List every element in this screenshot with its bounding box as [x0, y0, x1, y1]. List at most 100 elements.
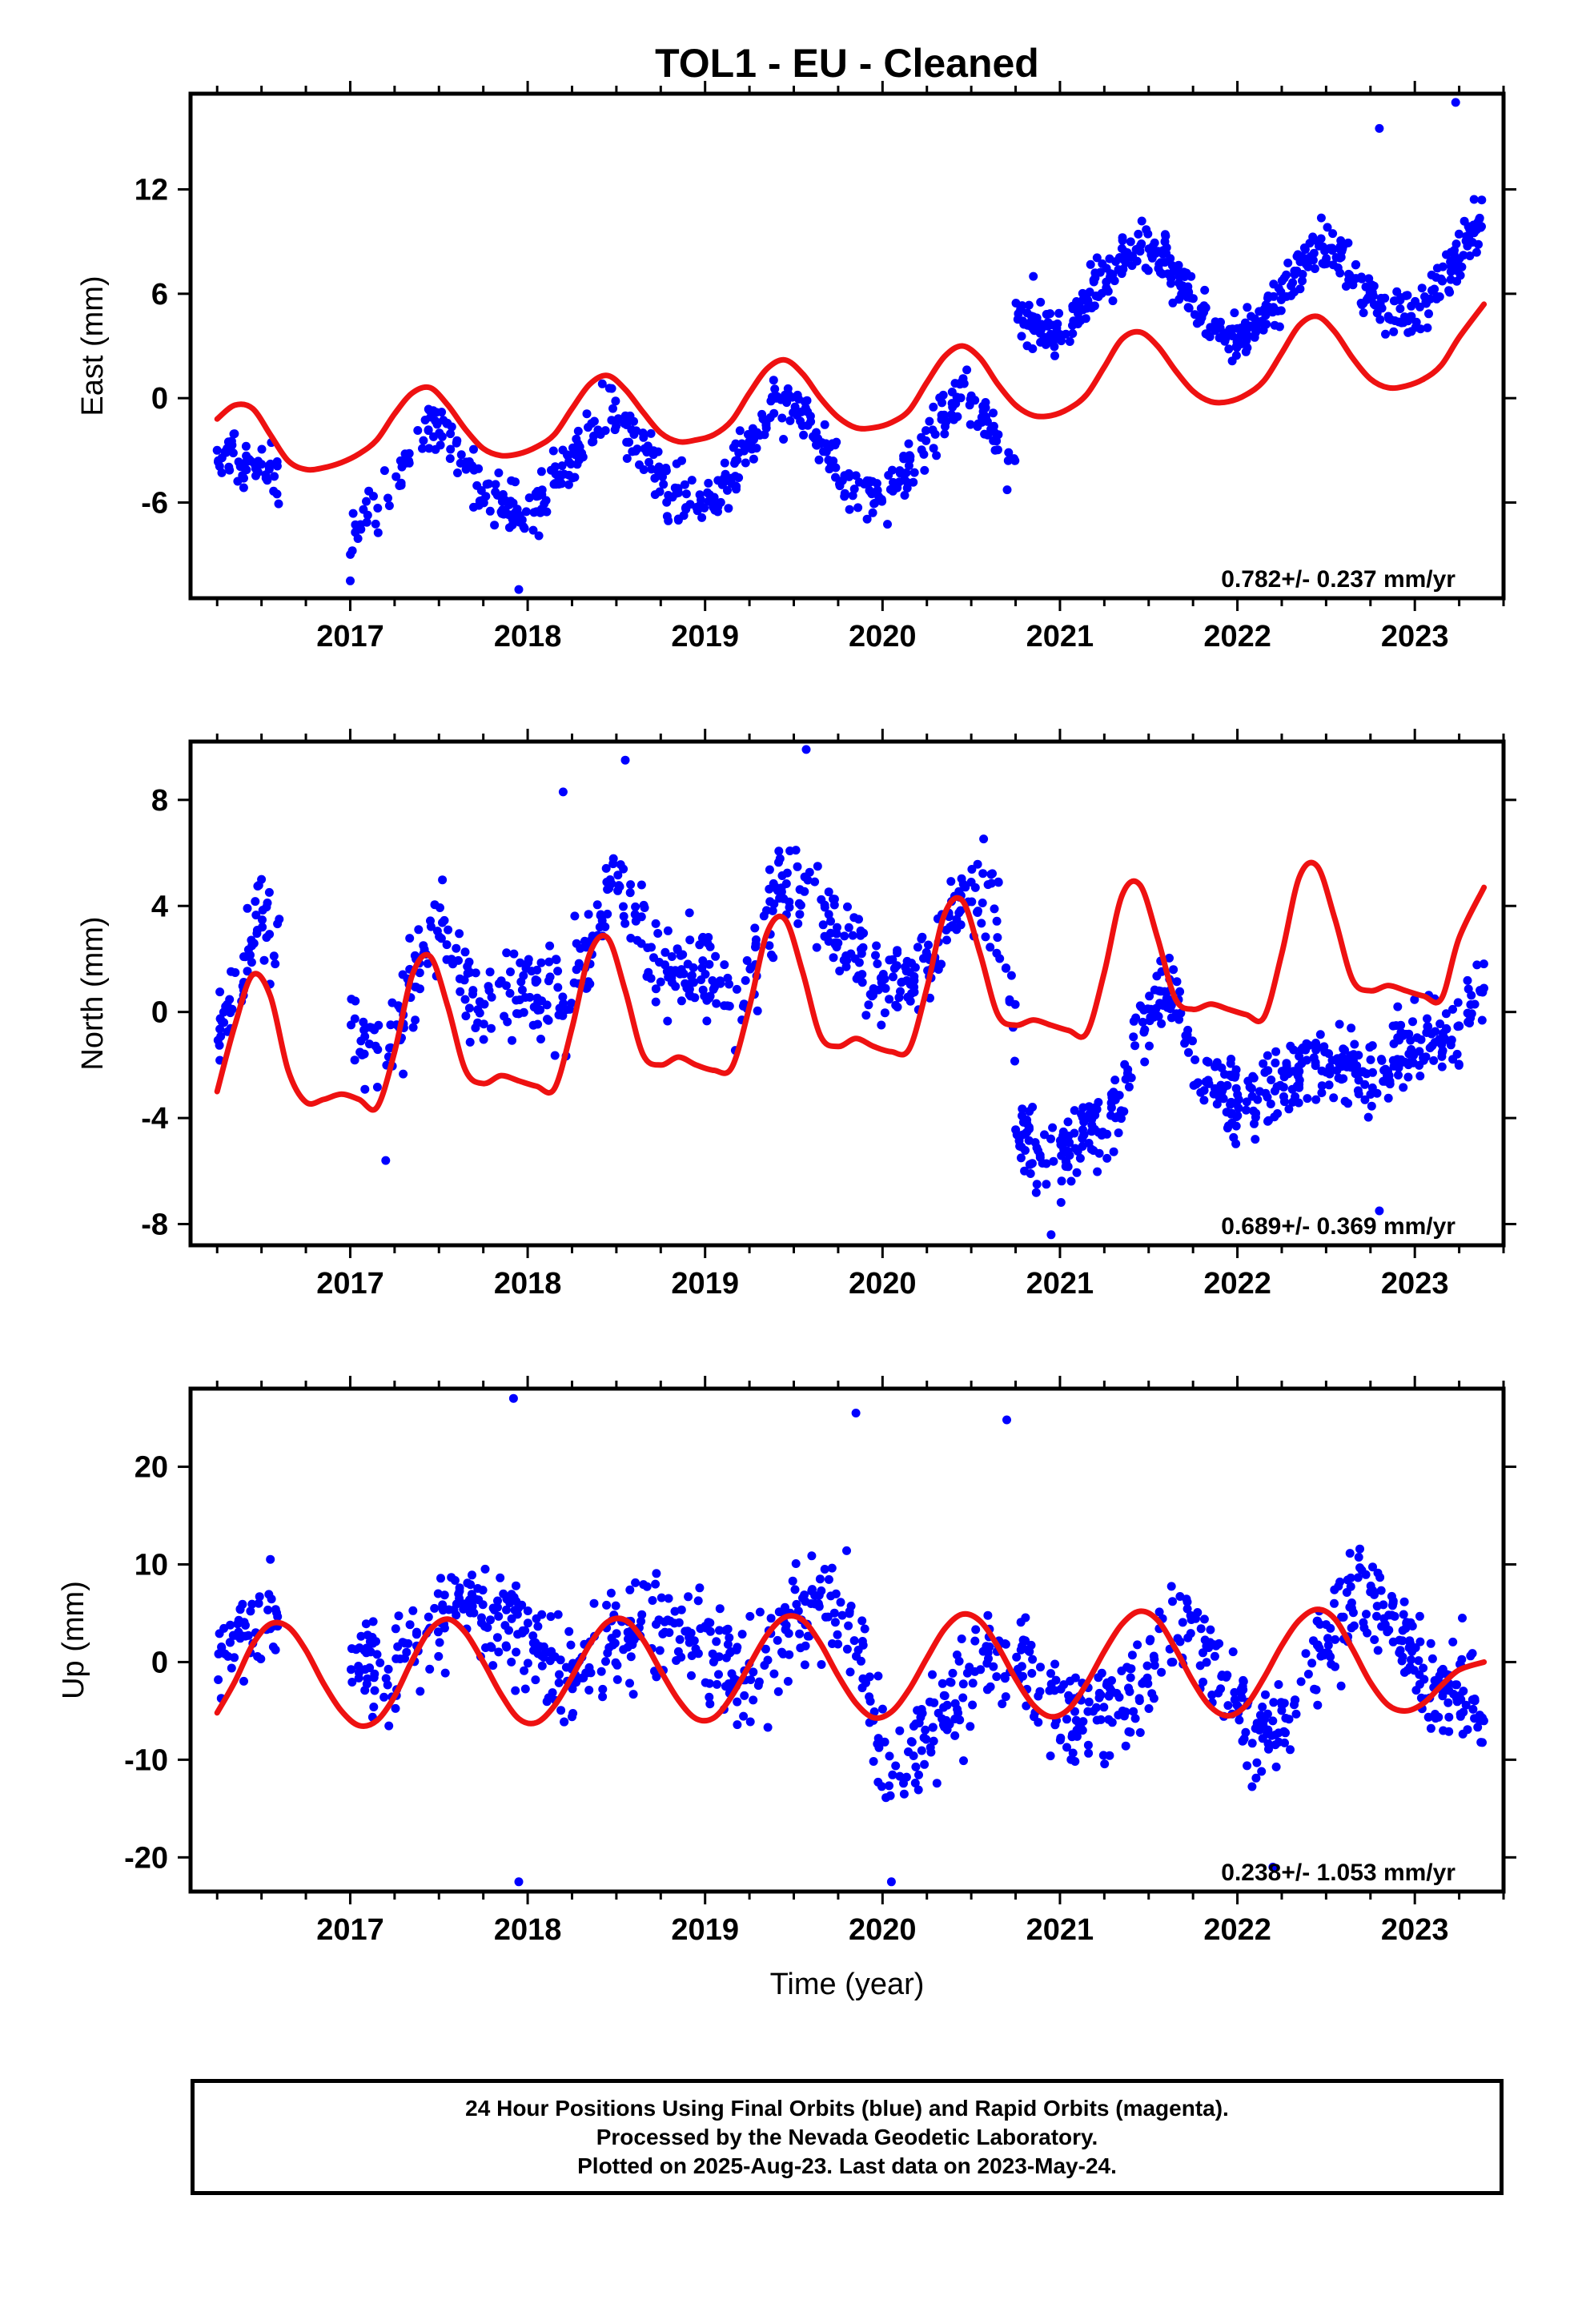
north-data-point	[877, 1020, 886, 1030]
up-data-point	[1046, 1751, 1055, 1761]
up-data-point	[749, 1667, 758, 1677]
up-data-point	[1330, 1598, 1339, 1608]
up-data-point	[434, 1651, 444, 1661]
up-data-point	[1274, 1680, 1283, 1689]
up-data-point	[1154, 1607, 1164, 1617]
east-data-point	[1200, 285, 1210, 295]
up-data-point	[998, 1699, 1007, 1709]
east-data-point	[646, 428, 656, 438]
y-tick-label: -4	[141, 1102, 168, 1136]
x-tick-label: 2023	[1381, 620, 1449, 653]
east-data-point	[680, 480, 689, 489]
north-data-point	[1453, 998, 1463, 1007]
east-data-point	[1166, 274, 1176, 283]
up-data-point	[1387, 1601, 1397, 1610]
up-data-point	[1207, 1691, 1217, 1699]
east-data-point	[536, 467, 546, 476]
up-data-point	[708, 1649, 717, 1659]
north-data-point	[405, 934, 415, 943]
north-data-point	[614, 881, 624, 891]
up-data-point	[1259, 1717, 1268, 1727]
north-data-point	[1377, 1055, 1387, 1065]
east-data-point	[1118, 235, 1127, 245]
panel-north: 2017 2018 2019 2020 2021 2022 2023 -8 -4 0 4 8 Nort…	[76, 729, 1516, 1301]
east-data-point	[1003, 456, 1013, 465]
east-data-point	[270, 472, 279, 481]
north-data-point	[894, 993, 904, 1003]
x-tick-label: 2022	[1203, 620, 1271, 653]
north-data-point	[460, 947, 470, 957]
east-data-point	[851, 471, 861, 480]
up-data-point	[606, 1588, 616, 1598]
north-data-point	[1175, 987, 1185, 996]
up-data-point	[1150, 1655, 1159, 1664]
north-data-point	[1145, 1016, 1154, 1026]
up-data-point	[959, 1756, 968, 1766]
east-data-point	[664, 516, 673, 525]
east-data-point	[453, 468, 462, 477]
north-data-point	[1392, 1055, 1402, 1064]
north-data-point	[1028, 1103, 1038, 1112]
north-data-point	[1001, 963, 1010, 973]
east-data-point	[1085, 287, 1094, 297]
north-data-point	[750, 923, 760, 933]
up-data-point	[1036, 1663, 1045, 1672]
north-data-point	[859, 928, 869, 938]
east-data-point	[1160, 230, 1170, 239]
up-data-point	[986, 1682, 995, 1691]
north-data-point	[479, 1035, 488, 1044]
north-data-point	[215, 1040, 224, 1050]
east-outlier-point	[346, 576, 355, 585]
east-data-point	[1377, 304, 1387, 313]
north-data-point	[1006, 971, 1016, 980]
east-data-point	[1333, 263, 1343, 272]
east-data-point	[418, 444, 427, 453]
up-data-point	[625, 1585, 635, 1594]
up-data-point	[1407, 1655, 1415, 1665]
up-data-point	[370, 1669, 379, 1679]
north-data-point	[1203, 1076, 1213, 1085]
east-data-point	[790, 402, 800, 412]
east-axis-ticks: 2017 2018 2019 2020 2021 2022 2023 -6 0 6 12	[135, 81, 1516, 653]
up-data-point	[833, 1639, 843, 1649]
up-data-point	[675, 1634, 685, 1644]
north-data-point	[473, 1005, 483, 1015]
east-data-point	[228, 448, 238, 458]
up-data-point	[528, 1631, 538, 1641]
north-data-point	[1431, 1027, 1440, 1036]
up-data-point	[726, 1647, 736, 1656]
north-data-point	[438, 918, 447, 927]
east-data-point	[404, 448, 414, 458]
north-data-point	[1012, 1130, 1022, 1140]
north-data-point	[833, 923, 841, 932]
north-data-point	[1322, 1068, 1331, 1077]
up-data-point	[255, 1592, 264, 1602]
up-data-point	[1323, 1634, 1332, 1643]
up-axis-ticks: 2017 2018 2019 2020 2021 2022 2023 -20 -10 0 10 20	[124, 1376, 1516, 1947]
up-data-point	[939, 1703, 949, 1712]
north-data-point	[857, 970, 867, 979]
y-tick-label: 8	[151, 784, 168, 818]
up-data-point	[1342, 1588, 1351, 1597]
east-data-point	[1390, 296, 1399, 306]
x-tick-label: 2023	[1381, 1913, 1449, 1947]
up-data-point	[1114, 1692, 1124, 1702]
up-data-point	[1199, 1614, 1209, 1624]
north-data-point	[1354, 1076, 1363, 1085]
up-data-point	[673, 1647, 683, 1656]
up-data-point	[1353, 1573, 1363, 1582]
east-data-point	[1263, 307, 1272, 316]
north-data-point	[1282, 1061, 1291, 1071]
up-data-point	[1083, 1707, 1093, 1716]
east-data-point	[731, 456, 741, 465]
north-data-point	[698, 932, 708, 942]
north-data-point	[695, 940, 705, 950]
north-data-point	[423, 959, 432, 968]
y-tick-label: 0	[151, 1646, 168, 1679]
north-data-point	[636, 939, 646, 948]
up-data-point	[1091, 1703, 1101, 1712]
north-data-point	[505, 988, 515, 998]
up-data-point	[1347, 1603, 1356, 1613]
up-data-point	[746, 1675, 756, 1684]
east-data-point	[437, 432, 447, 441]
